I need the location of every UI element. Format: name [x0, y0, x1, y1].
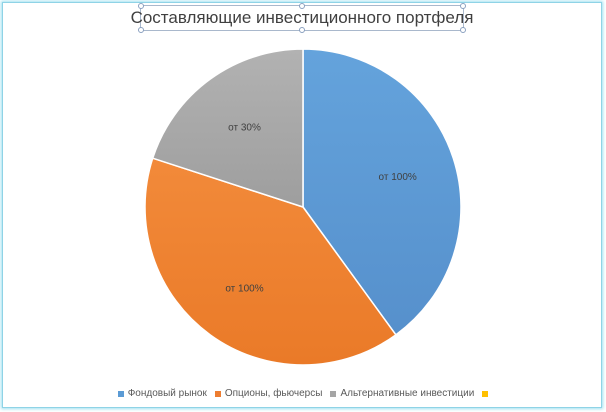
legend-item-1: Фондовый рынок: [117, 388, 207, 399]
legend-swatch-4: [482, 390, 489, 397]
pie-slice-3[interactable]: [151, 48, 304, 209]
legend-item-4: [482, 390, 489, 397]
legend-swatch-1: [117, 390, 124, 397]
resize-handle-bottom-right[interactable]: [460, 27, 466, 33]
resize-handle-top-center[interactable]: [299, 3, 305, 9]
slice-data-label-2: от 100%: [225, 284, 263, 295]
legend-label-2: Опционы, фьючерсы: [224, 388, 323, 399]
chart-title-box[interactable]: Составляющие инвестиционного портфеля: [130, 3, 474, 33]
slice-data-label-3: от 30%: [228, 122, 261, 133]
chart-legend: Фондовый рынок Опционы, фьючерсы Альтернат…: [0, 388, 606, 399]
pie-slice-1[interactable]: [302, 48, 462, 336]
legend-item-3: Альтернативные инвестиции: [330, 388, 474, 399]
resize-handle-bottom-center[interactable]: [299, 27, 305, 33]
resize-handle-top-left[interactable]: [138, 3, 144, 9]
pie-slice-2[interactable]: [144, 157, 397, 366]
slice-data-label-1: от 100%: [379, 172, 417, 183]
legend-item-2: Опционы, фьючерсы: [214, 388, 323, 399]
resize-handle-bottom-left[interactable]: [138, 27, 144, 33]
resize-handle-top-right[interactable]: [460, 3, 466, 9]
legend-swatch-2: [214, 390, 221, 397]
legend-swatch-3: [330, 390, 337, 397]
legend-label-3: Альтернативные инвестиции: [340, 388, 475, 399]
legend-label-1: Фондовый рынок: [127, 388, 207, 399]
chart-title: Составляющие инвестиционного портфеля: [130, 8, 474, 27]
